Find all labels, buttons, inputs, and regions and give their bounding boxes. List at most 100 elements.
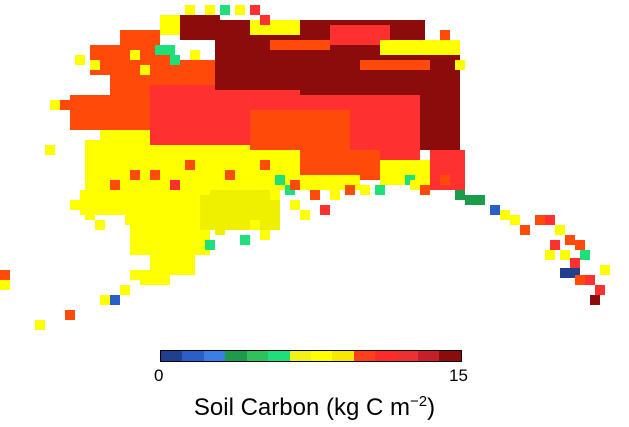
- map-cell: [585, 275, 595, 285]
- map-cell: [260, 15, 270, 25]
- colorbar-title-close: ): [427, 394, 436, 421]
- map-cell: [455, 60, 465, 70]
- map-region: [270, 40, 330, 50]
- map-cell: [270, 190, 280, 200]
- map-region: [120, 30, 160, 50]
- map-cell: [590, 295, 600, 305]
- colorbar-swatch: [418, 351, 440, 361]
- map-cell: [190, 50, 200, 60]
- colorbar-title: Soil Carbon (kg C m−2): [0, 393, 629, 422]
- map-cell: [500, 210, 510, 220]
- map-region: [420, 90, 460, 150]
- map-cell: [520, 225, 530, 235]
- map-cell: [85, 210, 95, 220]
- colorbar-swatch: [289, 351, 311, 361]
- map-cell: [70, 200, 80, 210]
- colorbar-swatch: [353, 351, 376, 361]
- map-cell: [65, 310, 75, 320]
- map-cell: [185, 5, 195, 15]
- colorbar-swatch: [310, 351, 333, 361]
- map-cell: [420, 185, 430, 195]
- map-cell: [330, 190, 340, 200]
- map-cell: [545, 215, 555, 225]
- map-cell: [535, 215, 545, 225]
- map-cell: [110, 295, 120, 305]
- map-cell: [545, 250, 555, 260]
- map-cell: [575, 275, 585, 285]
- map-cell: [465, 195, 475, 205]
- colorbar-swatch: [182, 351, 204, 361]
- map-cell: [185, 160, 195, 170]
- map-cell: [570, 268, 580, 278]
- map-cell: [360, 185, 370, 195]
- map-cell: [320, 205, 330, 215]
- map-cell: [170, 55, 180, 65]
- colorbar-max-label: 15: [449, 366, 468, 385]
- map-cell: [130, 50, 140, 60]
- map-cell: [555, 225, 565, 235]
- colorbar-swatch: [246, 351, 269, 361]
- map-cell: [430, 40, 440, 50]
- map-cell: [215, 225, 225, 235]
- map-cell: [390, 175, 400, 185]
- map-cell: [155, 45, 165, 55]
- map-cell: [560, 268, 570, 278]
- map-cell: [345, 185, 355, 195]
- map-cell: [550, 240, 560, 250]
- map-cell: [580, 250, 590, 260]
- map-cell: [290, 200, 300, 210]
- map-cell: [260, 230, 270, 240]
- map-cell: [410, 180, 420, 190]
- map-cell: [260, 160, 270, 170]
- map-cell: [290, 180, 300, 190]
- map-cell: [595, 285, 605, 295]
- colorbar: [160, 350, 462, 362]
- map-cell: [230, 210, 240, 220]
- map-cell: [440, 30, 450, 40]
- map-cell: [145, 235, 155, 245]
- map-cell: [310, 190, 320, 200]
- map-cell: [205, 5, 215, 15]
- map-cell: [125, 215, 135, 225]
- colorbar-title-main: Soil Carbon (kg C m: [193, 394, 410, 421]
- map-cell: [170, 260, 180, 270]
- soil-carbon-map: [0, 5, 610, 330]
- map-cell: [130, 270, 140, 280]
- map-cell: [45, 145, 55, 155]
- map-cell: [240, 235, 250, 245]
- map-cell: [35, 320, 45, 330]
- map-cell: [60, 100, 70, 110]
- colorbar-swatch: [439, 351, 461, 361]
- map-cell: [90, 60, 100, 70]
- map-cell: [75, 55, 85, 65]
- map-region: [330, 25, 390, 45]
- map-cell: [250, 220, 260, 230]
- colorbar-swatch: [225, 351, 247, 361]
- map-region: [360, 60, 430, 70]
- map-cell: [220, 5, 230, 15]
- map-cell: [185, 255, 195, 265]
- map-cell: [140, 65, 150, 75]
- colorbar-min-label: 0: [154, 366, 164, 385]
- map-region: [250, 20, 300, 35]
- map-cell: [510, 215, 520, 225]
- map-cell: [565, 235, 575, 245]
- map-cell: [475, 195, 485, 205]
- colorbar-swatch: [161, 351, 183, 361]
- map-region: [380, 40, 460, 55]
- colorbar-swatch: [396, 351, 419, 361]
- map-cell: [100, 295, 110, 305]
- map-cell: [300, 210, 310, 220]
- map-cell: [110, 180, 120, 190]
- colorbar-swatch: [268, 351, 290, 361]
- map-cell: [375, 185, 385, 195]
- map-cell: [165, 45, 175, 55]
- map-cell: [235, 5, 245, 15]
- map-cell: [130, 170, 140, 180]
- colorbar-swatch: [375, 351, 397, 361]
- map-cell: [0, 280, 10, 290]
- map-cell: [450, 45, 460, 55]
- map-cell: [225, 170, 235, 180]
- map-cell: [120, 285, 130, 295]
- map-cell: [250, 5, 260, 15]
